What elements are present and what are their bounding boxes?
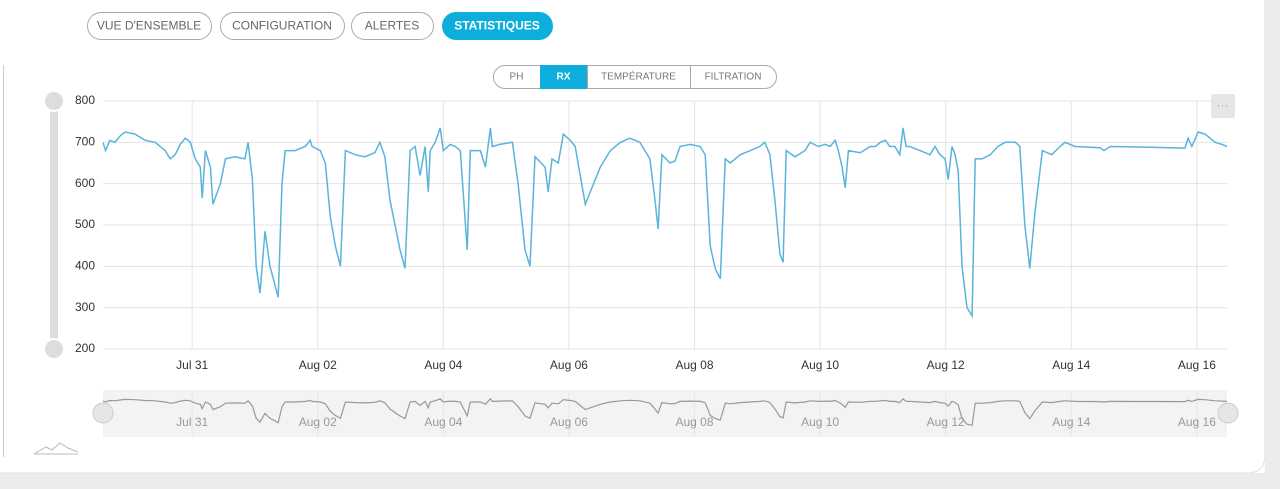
x-tick-label: Aug 02 bbox=[299, 358, 337, 372]
y-tick-label: 700 bbox=[75, 135, 95, 149]
navigator-handle[interactable] bbox=[1217, 402, 1239, 424]
subtab-label[interactable]: TEMPÉRATURE bbox=[601, 70, 676, 83]
navigator-tick-label: Aug 02 bbox=[299, 415, 337, 429]
x-tick-label: Aug 14 bbox=[1052, 358, 1090, 372]
tab[interactable] bbox=[442, 12, 553, 40]
x-tick-label: Aug 12 bbox=[927, 358, 965, 372]
x-tick-label: Aug 08 bbox=[675, 358, 713, 372]
y-tick-label: 400 bbox=[75, 259, 95, 273]
tab-label[interactable]: CONFIGURATION bbox=[232, 19, 332, 33]
x-tick-label: Aug 16 bbox=[1178, 358, 1216, 372]
x-tick-label: Jul 31 bbox=[176, 358, 208, 372]
navigator-tick-label: Aug 16 bbox=[1178, 415, 1216, 429]
subtab-active[interactable] bbox=[540, 65, 587, 89]
y-tick-label: 800 bbox=[75, 93, 95, 107]
navigator-tick-label: Aug 04 bbox=[424, 415, 462, 429]
plot: 200 300 400 500 600 700 800 Jul 31 Jul 31 Aug 02 A… bbox=[75, 93, 1228, 437]
data-line bbox=[102, 127, 1228, 319]
navigator-tick-label: Aug 12 bbox=[927, 415, 965, 429]
y-tick-label: 500 bbox=[75, 217, 95, 231]
navigator-handle[interactable] bbox=[92, 402, 114, 424]
navigator-line bbox=[102, 397, 1228, 427]
tab[interactable] bbox=[220, 12, 345, 40]
navigator-tick-label: Jul 31 bbox=[176, 415, 208, 429]
range-slider-handle[interactable] bbox=[43, 338, 65, 360]
subtab-label[interactable]: FILTRATION bbox=[705, 72, 762, 83]
y-tick-label: 600 bbox=[75, 176, 95, 190]
tab[interactable] bbox=[87, 12, 212, 40]
x-tick-label: Aug 06 bbox=[550, 358, 588, 372]
subtab-label[interactable]: RX bbox=[557, 72, 571, 83]
panel-border bbox=[0, 0, 1266, 474]
tab-label[interactable]: STATISTIQUES bbox=[454, 19, 540, 33]
tab-label[interactable]: ALERTES bbox=[365, 19, 419, 33]
navigator-tick-label: Aug 14 bbox=[1052, 415, 1090, 429]
tab[interactable] bbox=[351, 12, 434, 40]
tab-label[interactable]: VUE D'ENSEMBLE bbox=[97, 19, 201, 33]
navigator-tick-label: Aug 10 bbox=[801, 415, 839, 429]
chart-type-icon[interactable] bbox=[33, 442, 79, 455]
y-tick-label: 200 bbox=[75, 341, 95, 355]
range-slider-track bbox=[50, 101, 58, 349]
subtab-label[interactable]: PH bbox=[510, 72, 524, 83]
range-slider-handle[interactable] bbox=[43, 90, 65, 112]
navigator-tick-label: Aug 06 bbox=[550, 415, 588, 429]
x-tick-label: Aug 04 bbox=[424, 358, 462, 372]
y-tick-label: 300 bbox=[75, 300, 95, 314]
navigator-tick-label: Aug 08 bbox=[675, 415, 713, 429]
navigator-background bbox=[103, 390, 1227, 437]
x-tick-label: Aug 10 bbox=[801, 358, 839, 372]
